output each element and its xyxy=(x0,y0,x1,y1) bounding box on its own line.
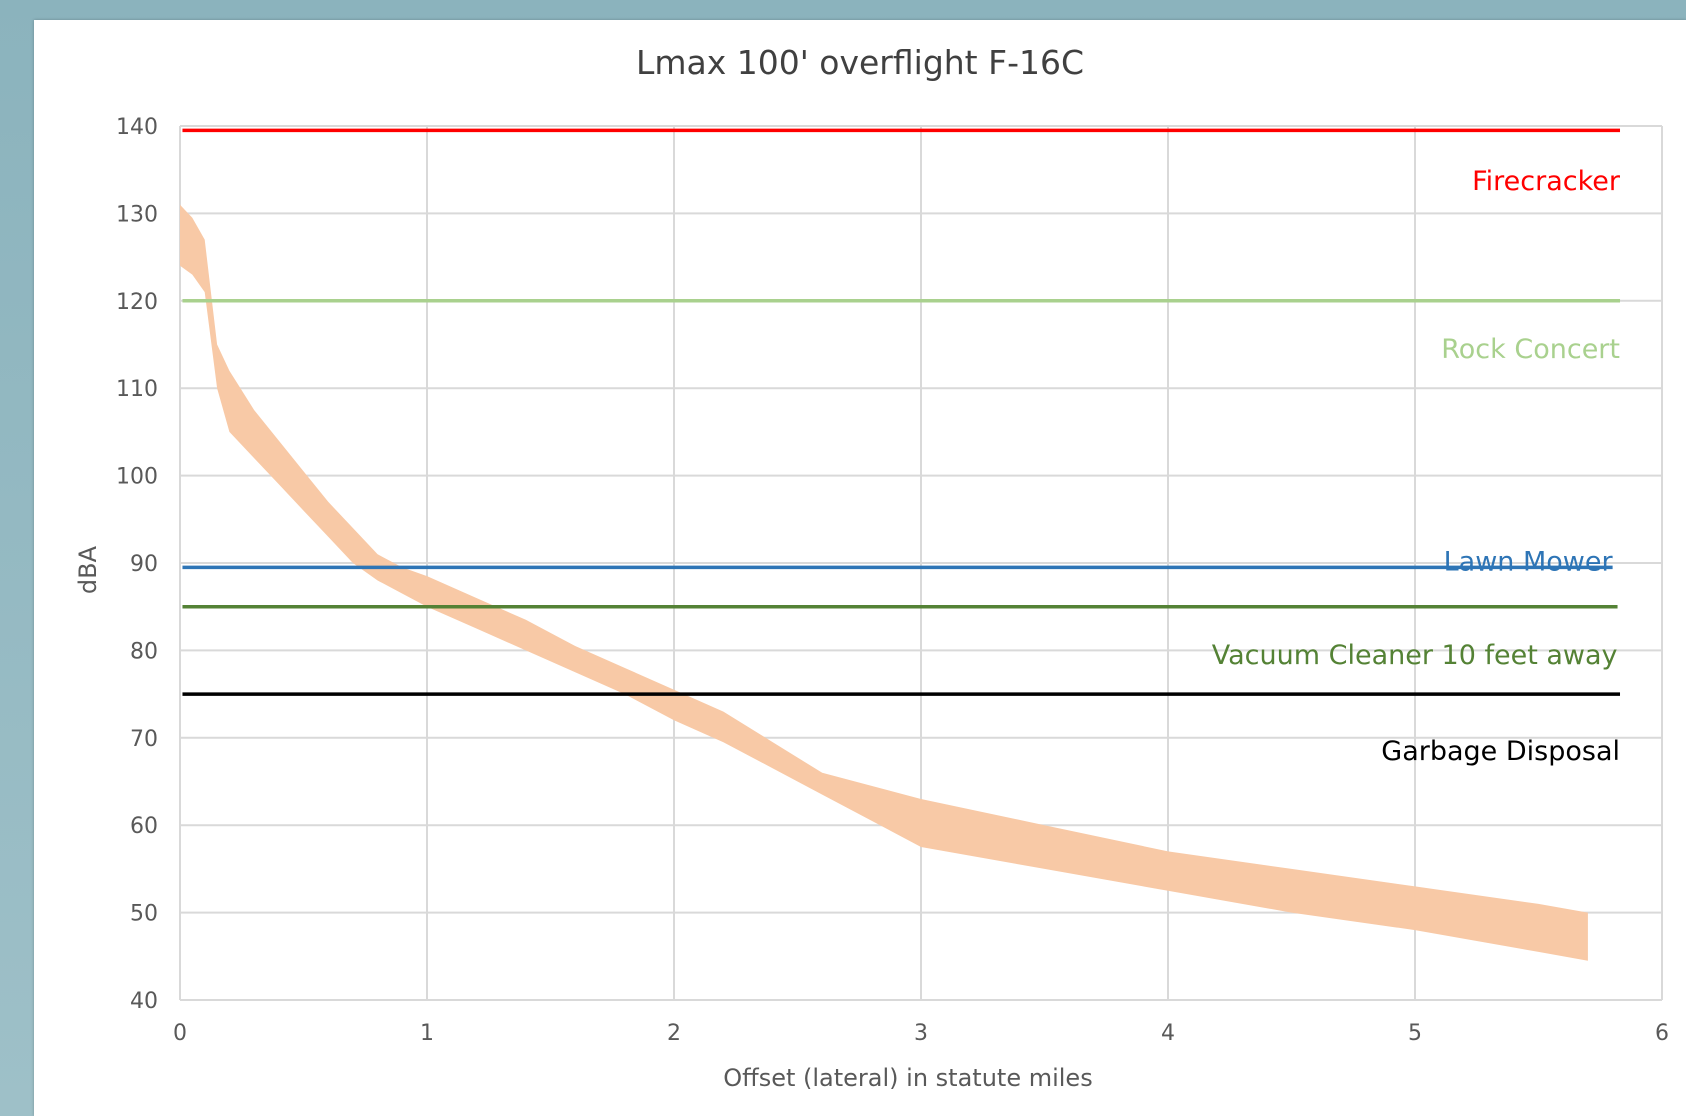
y-tick-label: 90 xyxy=(130,552,158,577)
y-tick-label: 100 xyxy=(116,465,158,490)
y-tick-label: 80 xyxy=(130,639,158,664)
y-tick-label: 120 xyxy=(116,290,158,315)
x-tick-label: 6 xyxy=(1655,1021,1669,1046)
reference-label-lawn-mower: Lawn Mower xyxy=(1444,546,1614,577)
reference-lines: Firecracker Rock Concert Lawn Mower Vacuum … xyxy=(182,128,1621,767)
x-tick-label: 5 xyxy=(1408,1021,1422,1046)
reference-label-rock-concert: Rock Concert xyxy=(1441,334,1620,365)
noise-band xyxy=(180,204,1588,961)
reference-label-garbage-disposal: Garbage Disposal xyxy=(1381,736,1620,767)
x-tick-label: 0 xyxy=(173,1021,187,1046)
y-axis-ticks: 40 50 60 70 80 90 100 110 120 130 140 xyxy=(116,115,158,1014)
x-axis-title: Offset (lateral) in statute miles xyxy=(723,1064,1092,1092)
y-tick-label: 60 xyxy=(130,814,158,839)
y-tick-label: 40 xyxy=(130,989,158,1014)
y-tick-label: 130 xyxy=(116,202,158,227)
x-axis-ticks: 0 1 2 3 4 5 6 xyxy=(173,1021,1669,1046)
y-tick-label: 140 xyxy=(116,115,158,140)
line-chart: Firecracker Rock Concert Lawn Mower Vacuum … xyxy=(74,43,1669,1092)
chart-panel: Firecracker Rock Concert Lawn Mower Vacuum … xyxy=(34,20,1686,1116)
gridlines xyxy=(179,125,1663,1001)
reference-label-firecracker: Firecracker xyxy=(1472,166,1621,197)
y-tick-label: 50 xyxy=(130,902,158,927)
x-tick-label: 2 xyxy=(667,1021,681,1046)
x-tick-label: 4 xyxy=(1161,1021,1175,1046)
chart-title: Lmax 100' overflight F-16C xyxy=(636,43,1084,82)
y-tick-label: 70 xyxy=(130,727,158,752)
noise-band-area xyxy=(180,204,1588,961)
y-axis-title: dBA xyxy=(74,545,102,594)
reference-label-vacuum-cleaner-10-feet-away: Vacuum Cleaner 10 feet away xyxy=(1212,640,1618,671)
x-tick-label: 3 xyxy=(914,1021,928,1046)
y-tick-label: 110 xyxy=(116,377,158,402)
x-tick-label: 1 xyxy=(420,1021,434,1046)
